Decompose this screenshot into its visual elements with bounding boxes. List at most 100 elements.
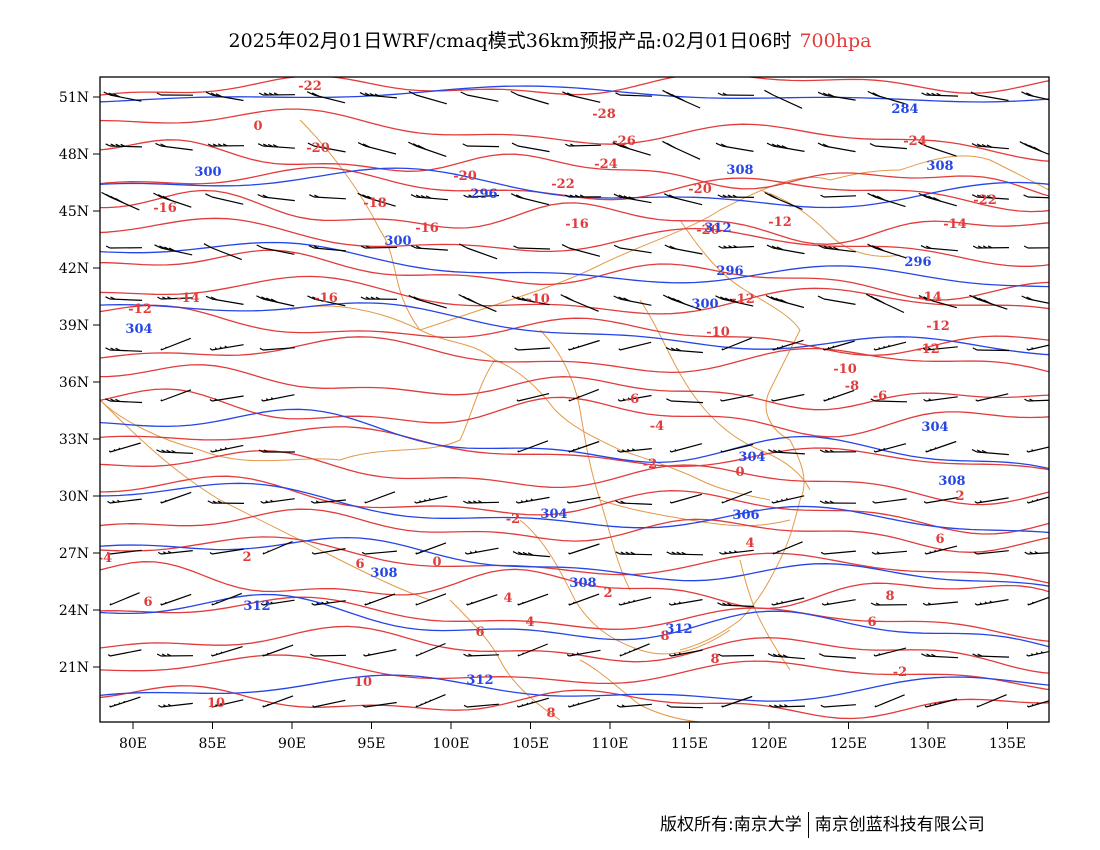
geopotential-isoline bbox=[100, 167, 1049, 209]
wind-barb bbox=[616, 448, 652, 453]
wind-barb bbox=[568, 339, 600, 351]
wind-barb bbox=[463, 194, 500, 198]
wind-barb bbox=[663, 193, 703, 206]
geopotential-isoline bbox=[100, 408, 1049, 470]
wind-barb bbox=[207, 500, 245, 504]
wind-barb bbox=[873, 341, 907, 351]
wind-barb bbox=[154, 244, 193, 256]
wind-barb bbox=[415, 642, 446, 657]
wind-barb bbox=[873, 443, 907, 453]
wind-barb bbox=[715, 295, 754, 307]
wind-barb bbox=[565, 143, 602, 147]
temperature-label: -28 bbox=[592, 107, 616, 122]
temperature-label: -20 bbox=[688, 182, 712, 197]
wind-barb bbox=[768, 449, 805, 455]
temperature-label: 2 bbox=[955, 489, 964, 504]
wind-barb bbox=[105, 347, 143, 352]
temperature-isotherm bbox=[100, 304, 1049, 356]
temperature-label: -12 bbox=[768, 215, 792, 230]
lat-tick-label: 42N bbox=[59, 261, 89, 277]
lon-tick-label: 90E bbox=[278, 736, 306, 752]
wind-barb bbox=[259, 347, 295, 351]
wind-barb bbox=[971, 143, 1009, 150]
lon-tick-label: 115E bbox=[671, 736, 708, 752]
wind-barb bbox=[108, 442, 141, 453]
wind-barb bbox=[719, 549, 754, 555]
temperature-label: 10 bbox=[354, 675, 372, 690]
lon-tick-label: 85E bbox=[198, 736, 226, 752]
wind-barb bbox=[363, 649, 397, 657]
wind-barb bbox=[414, 495, 448, 504]
wind-barb bbox=[517, 440, 549, 453]
temperature-label: 0 bbox=[432, 555, 441, 570]
wind-barb bbox=[560, 294, 599, 312]
plot-frame bbox=[99, 76, 1050, 723]
wind-barb bbox=[769, 704, 806, 708]
wind-barb bbox=[720, 443, 754, 453]
wind-barb bbox=[153, 192, 192, 208]
lat-tick-label: 27N bbox=[59, 546, 89, 562]
wind-barb bbox=[517, 593, 549, 606]
geopotential-isoline bbox=[100, 302, 1049, 356]
wind-barb bbox=[970, 91, 1009, 102]
wind-barb bbox=[923, 497, 958, 504]
wind-barb bbox=[362, 701, 397, 708]
wind-barb bbox=[668, 649, 703, 657]
geopotential-label: 308 bbox=[938, 474, 965, 489]
wind-barb bbox=[516, 393, 550, 402]
wind-barb bbox=[666, 551, 704, 556]
wind-barb bbox=[361, 550, 397, 555]
wind-barb bbox=[157, 296, 194, 300]
wind-barb bbox=[205, 295, 244, 305]
wind-barb bbox=[156, 449, 194, 454]
wind-barb bbox=[822, 340, 855, 351]
wind-barb bbox=[867, 90, 906, 105]
wind-barb bbox=[510, 193, 550, 206]
wind-barb bbox=[820, 550, 856, 555]
temperature-label: -20 bbox=[453, 169, 477, 184]
wind-barb bbox=[717, 653, 755, 657]
wind-barb bbox=[464, 547, 499, 555]
wind-barb bbox=[617, 394, 652, 402]
temperature-label: -4 bbox=[98, 551, 112, 566]
temperature-label: -14 bbox=[943, 217, 967, 232]
temperature-label: -12 bbox=[926, 319, 950, 334]
wind-barb bbox=[312, 699, 346, 708]
wind-barb bbox=[662, 89, 701, 109]
wind-barb bbox=[925, 440, 957, 453]
wind-barbs bbox=[101, 89, 1049, 709]
temperature-label: -2 bbox=[643, 457, 657, 472]
wind-barb bbox=[820, 194, 857, 198]
lat-tick-label: 51N bbox=[59, 90, 89, 106]
temperature-isotherm bbox=[100, 536, 1049, 584]
wind-barb bbox=[262, 695, 294, 708]
wind-barb bbox=[105, 245, 143, 249]
temperature-isotherm bbox=[100, 77, 1049, 96]
temperature-label: -22 bbox=[973, 193, 997, 208]
wind-barb bbox=[923, 396, 958, 402]
temperature-label: -26 bbox=[612, 134, 636, 149]
lon-tick-label: 120E bbox=[751, 736, 788, 752]
lat-tick-label: 36N bbox=[59, 375, 89, 391]
temperature-label: -6 bbox=[873, 389, 887, 404]
temperature-label: -2 bbox=[893, 665, 907, 680]
wind-barb bbox=[105, 398, 143, 404]
wind-barb bbox=[870, 602, 908, 606]
geopotential-label: 284 bbox=[891, 102, 918, 117]
geopotential-label: 308 bbox=[926, 159, 953, 174]
wind-barb bbox=[260, 498, 295, 504]
wind-barb bbox=[261, 394, 295, 402]
wind-barb bbox=[973, 550, 1009, 555]
temperature-label: 8 bbox=[710, 652, 719, 667]
wind-barb bbox=[924, 545, 958, 555]
wind-barb bbox=[766, 142, 805, 152]
wind-barb bbox=[515, 496, 550, 504]
wind-barb bbox=[306, 91, 346, 104]
wind-barb bbox=[158, 702, 193, 708]
wind-barb bbox=[616, 703, 652, 708]
wind-barb bbox=[203, 243, 243, 261]
temperature-label: -24 bbox=[903, 134, 927, 149]
wind-barb bbox=[668, 599, 703, 606]
